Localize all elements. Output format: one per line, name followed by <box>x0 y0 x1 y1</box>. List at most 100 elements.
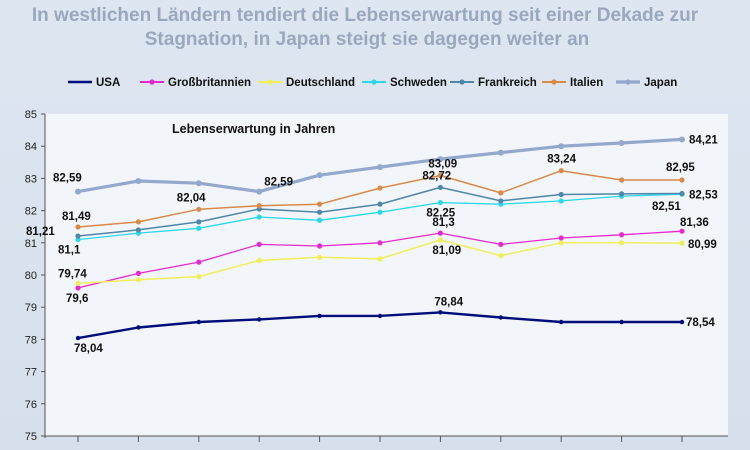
data-point <box>196 259 202 265</box>
data-label: 83,24 <box>547 154 576 166</box>
data-point <box>679 240 685 246</box>
data-label: 81,3 <box>432 217 454 229</box>
data-point <box>437 156 444 163</box>
data-point <box>437 172 443 179</box>
data-point <box>679 190 685 197</box>
y-tick-label: 81 <box>25 238 37 250</box>
data-point <box>195 180 202 187</box>
y-tick-label: 78 <box>25 334 37 346</box>
data-point <box>498 190 504 196</box>
data-label: 79,74 <box>58 268 87 280</box>
data-point <box>377 201 383 207</box>
legend-label: Japan <box>644 77 677 89</box>
data-point <box>317 243 323 249</box>
data-point <box>619 177 625 183</box>
data-point <box>75 233 81 239</box>
data-point <box>618 139 625 146</box>
data-point <box>498 315 503 320</box>
data-point <box>256 214 262 220</box>
legend-item: Großbritannien <box>140 77 251 89</box>
y-tick-label: 79 <box>25 302 37 314</box>
data-point <box>498 253 504 259</box>
data-label: 83,09 <box>428 159 457 171</box>
data-point <box>317 254 323 260</box>
data-label: 84,21 <box>689 134 718 146</box>
data-point <box>75 188 81 195</box>
data-label: 81,21 <box>26 226 55 238</box>
plot-area <box>45 114 728 436</box>
data-point <box>135 227 141 233</box>
data-point <box>558 191 564 198</box>
data-point <box>679 228 685 234</box>
data-point <box>316 172 323 179</box>
legend-item: USA <box>68 77 120 89</box>
y-tick-label: 82 <box>25 206 37 218</box>
data-point <box>75 285 81 291</box>
data-point <box>196 206 202 212</box>
data-point <box>498 241 504 248</box>
legend-marker <box>625 79 631 85</box>
data-point <box>498 198 504 204</box>
data-point <box>437 199 443 206</box>
data-point <box>619 240 625 246</box>
data-point <box>377 185 383 191</box>
data-label: 82,25 <box>426 208 455 220</box>
data-point <box>619 232 625 238</box>
data-point <box>75 280 81 286</box>
data-point <box>196 274 202 280</box>
legend-label: Italien <box>570 77 603 89</box>
y-tick-label: 85 <box>25 109 37 121</box>
data-label: 79,6 <box>66 293 88 305</box>
figure-title-line-2: Stagnation, in Japan steigt sie dagegen … <box>144 29 590 50</box>
legend-item: Japan <box>616 77 677 89</box>
data-point <box>679 319 685 325</box>
legend-label: USA <box>96 77 120 89</box>
data-label: 82,51 <box>652 201 681 213</box>
data-point <box>256 257 262 264</box>
data-point <box>679 177 685 183</box>
y-tick-label: 83 <box>25 173 37 185</box>
data-point <box>497 149 504 156</box>
legend-label: Deutschland <box>286 77 355 89</box>
data-label: 80,99 <box>688 239 717 251</box>
data-point <box>377 209 383 215</box>
data-point <box>437 230 443 236</box>
legend-marker <box>149 79 155 85</box>
legend-item: Italien <box>542 77 603 89</box>
data-point <box>196 225 202 231</box>
data-point <box>196 219 202 225</box>
data-label: 82,53 <box>689 190 718 202</box>
data-point <box>619 191 625 197</box>
data-point <box>257 317 262 322</box>
legend-marker <box>371 79 377 85</box>
legend-marker <box>551 79 557 85</box>
data-label: 82,72 <box>422 170 451 182</box>
data-point <box>136 325 141 330</box>
legend-label: Frankreich <box>478 77 537 89</box>
data-point <box>317 217 323 223</box>
data-point <box>558 143 565 150</box>
data-point <box>558 240 564 246</box>
data-point <box>438 310 443 315</box>
data-label: 82,04 <box>177 192 206 204</box>
data-label: 78,04 <box>74 343 103 355</box>
data-point <box>558 235 564 241</box>
data-point <box>437 184 443 191</box>
data-point <box>679 136 685 143</box>
data-point <box>75 335 81 341</box>
data-label: 78,54 <box>686 317 715 329</box>
data-point <box>619 319 624 325</box>
data-point <box>317 209 323 215</box>
data-label: 81,36 <box>680 217 709 229</box>
data-point <box>377 240 383 246</box>
y-tick-label: 76 <box>25 399 37 411</box>
legend-item: Frankreich <box>450 77 537 89</box>
data-point <box>75 224 81 230</box>
legend-marker <box>459 79 465 85</box>
y-tick-label: 75 <box>25 431 37 443</box>
chart-subtitle: Lebenserwartung in Jahren <box>172 122 335 136</box>
legend-marker <box>267 79 273 85</box>
data-point <box>135 270 141 276</box>
